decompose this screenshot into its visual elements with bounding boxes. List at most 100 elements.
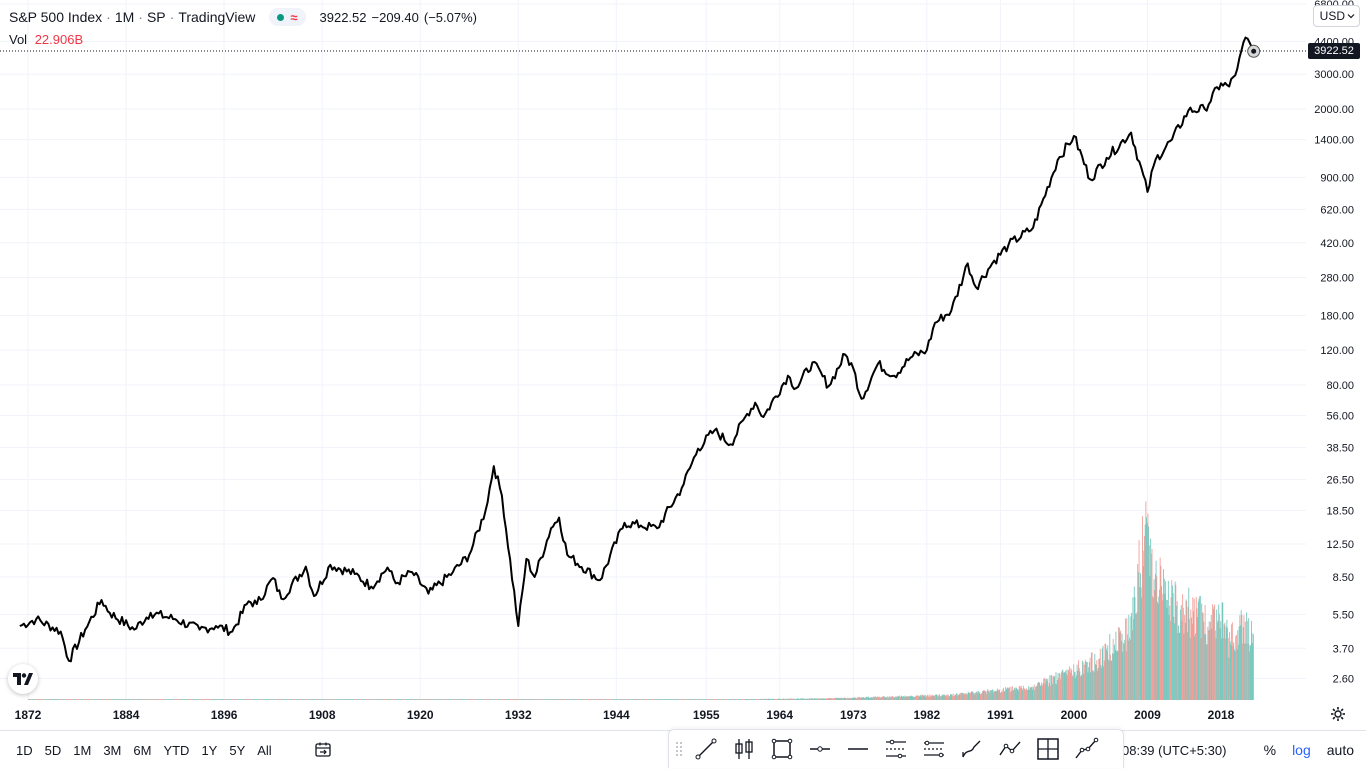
volume-bar bbox=[564, 699, 566, 700]
volume-bar bbox=[469, 699, 471, 700]
volume-bar bbox=[1146, 522, 1148, 700]
currency-selector[interactable]: USD bbox=[1312, 5, 1360, 27]
volume-bar bbox=[547, 699, 549, 700]
volume-bar bbox=[463, 699, 465, 700]
parallel-channel-tool[interactable] bbox=[877, 732, 915, 766]
timezone-clock[interactable]: 08:39 (UTC+5:30) bbox=[1122, 742, 1227, 758]
volume-bar bbox=[540, 699, 542, 700]
volume-bar bbox=[215, 699, 217, 700]
volume-legend[interactable]: Vol 22.906B bbox=[9, 32, 83, 47]
symbol-name[interactable]: S&P 500 Index bbox=[9, 9, 103, 25]
range-6m-button[interactable]: 6M bbox=[133, 742, 152, 758]
volume-bar bbox=[499, 699, 501, 700]
volume-bar bbox=[580, 699, 582, 700]
trend-line-tool[interactable] bbox=[687, 732, 725, 766]
volume-bar bbox=[1161, 585, 1162, 700]
rectangle-tool[interactable] bbox=[763, 732, 801, 766]
percent-scale-toggle[interactable]: % bbox=[1263, 742, 1277, 758]
volume-bar bbox=[361, 699, 363, 700]
volume-bar bbox=[519, 699, 521, 700]
volume-bar bbox=[1015, 687, 1017, 700]
volume-bar bbox=[713, 699, 714, 700]
volume-bar bbox=[589, 699, 590, 700]
volume-bar bbox=[373, 699, 375, 700]
range-5y-button[interactable]: 5Y bbox=[229, 742, 246, 758]
volume-bar bbox=[1209, 630, 1211, 700]
volume-bar bbox=[826, 698, 828, 700]
crosshair-box-tool[interactable] bbox=[1029, 732, 1067, 766]
range-ytd-button[interactable]: YTD bbox=[163, 742, 190, 758]
volume-bar bbox=[55, 699, 57, 700]
chart-settings-gear-icon[interactable] bbox=[1330, 706, 1346, 727]
parallel-channel-icon bbox=[886, 739, 906, 759]
volume-bar bbox=[1195, 633, 1197, 700]
volume-bar bbox=[800, 698, 802, 700]
volume-bar bbox=[1072, 676, 1074, 700]
volume-bar bbox=[608, 699, 610, 700]
log-scale-toggle[interactable]: log bbox=[1292, 742, 1311, 758]
candles-tool[interactable] bbox=[725, 732, 763, 766]
volume-bar bbox=[828, 697, 829, 700]
polyline-tool[interactable] bbox=[1067, 732, 1105, 766]
volume-bar bbox=[994, 691, 996, 700]
horizontal-line-tool[interactable] bbox=[839, 732, 877, 766]
volume-bar bbox=[587, 699, 588, 700]
volume-bar bbox=[1043, 678, 1045, 700]
market-status-pill[interactable]: ≈ bbox=[269, 8, 306, 26]
range-1m-button[interactable]: 1M bbox=[73, 742, 92, 758]
volume-bar bbox=[220, 699, 221, 700]
volume-bar bbox=[1048, 683, 1050, 700]
range-1y-button[interactable]: 1Y bbox=[201, 742, 218, 758]
volume-bar bbox=[312, 699, 314, 700]
volume-bar bbox=[783, 698, 785, 700]
volume-bar bbox=[845, 698, 847, 700]
range-1d-button[interactable]: 1D bbox=[16, 742, 33, 758]
auto-scale-toggle[interactable]: auto bbox=[1326, 742, 1354, 758]
drag-handle-icon[interactable] bbox=[675, 739, 683, 759]
regression-channel-tool[interactable] bbox=[915, 732, 953, 766]
volume-bar bbox=[94, 699, 96, 700]
volume-bar bbox=[181, 699, 183, 700]
go-to-date-icon[interactable] bbox=[314, 741, 332, 759]
volume-bar bbox=[509, 699, 511, 700]
volume-bar bbox=[1168, 615, 1170, 700]
price-series-line bbox=[19, 36, 1255, 663]
volume-bar bbox=[228, 699, 230, 700]
volume-bar bbox=[292, 699, 294, 700]
volume-bar bbox=[1176, 605, 1177, 700]
volume-bar bbox=[850, 698, 852, 700]
volume-bar bbox=[128, 699, 130, 700]
volume-bar bbox=[745, 699, 747, 700]
volume-bar bbox=[192, 699, 194, 700]
volume-bar bbox=[1121, 633, 1123, 700]
volume-bar bbox=[268, 699, 270, 700]
volume-bar bbox=[685, 699, 687, 700]
interval-label[interactable]: 1M bbox=[114, 9, 135, 25]
volume-bar bbox=[369, 699, 371, 700]
volume-bar bbox=[854, 697, 856, 700]
brush-tool[interactable] bbox=[953, 732, 991, 766]
volume-bar bbox=[764, 698, 765, 700]
tradingview-logo-icon[interactable] bbox=[8, 664, 38, 694]
range-3m-button[interactable]: 3M bbox=[103, 742, 122, 758]
volume-bar bbox=[290, 699, 292, 700]
volume-bar bbox=[418, 699, 420, 700]
volume-bar bbox=[633, 699, 635, 700]
volume-bar bbox=[388, 699, 390, 700]
volume-bar bbox=[557, 699, 558, 700]
volume-bar bbox=[1182, 607, 1184, 700]
volume-bar bbox=[506, 699, 508, 700]
range-5d-button[interactable]: 5D bbox=[44, 742, 62, 758]
volume-bar bbox=[523, 699, 524, 700]
horizontal-ray-tool[interactable] bbox=[801, 732, 839, 766]
path-tool[interactable] bbox=[991, 732, 1029, 766]
volume-bar bbox=[1075, 678, 1077, 700]
range-all-button[interactable]: All bbox=[257, 742, 272, 758]
volume-bar bbox=[1001, 691, 1002, 700]
price-tick-label: 420.00 bbox=[1320, 238, 1354, 250]
volume-bar bbox=[452, 699, 454, 700]
volume-bar bbox=[485, 699, 487, 700]
volume-bar bbox=[670, 699, 672, 700]
volume-bar bbox=[857, 696, 859, 700]
